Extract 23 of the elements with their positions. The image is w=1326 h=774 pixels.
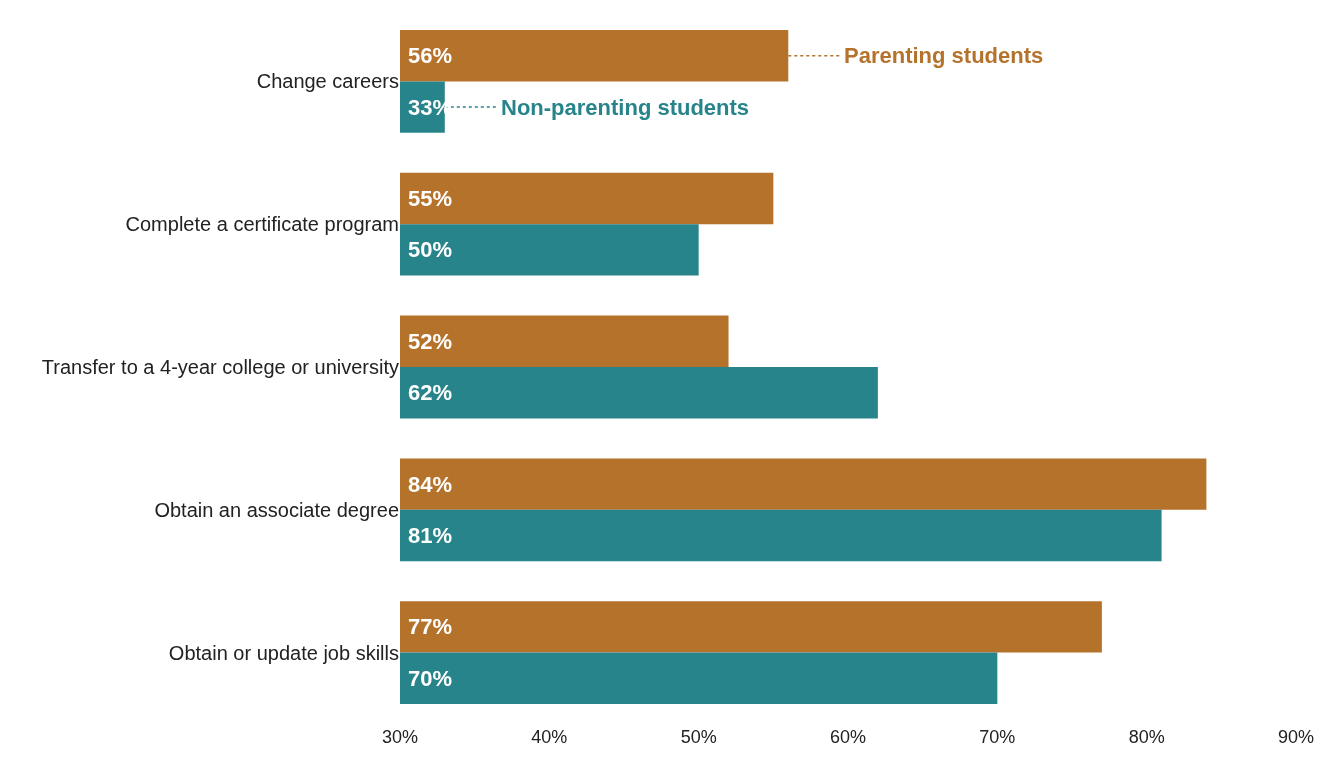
data-label: 77% <box>408 614 453 639</box>
data-label: 50% <box>408 237 453 262</box>
data-label: 52% <box>408 329 453 354</box>
data-label: 55% <box>408 186 453 211</box>
x-tick-label: 90% <box>1277 727 1315 747</box>
x-tick-label: 70% <box>979 727 1016 747</box>
legend-label: Parenting students <box>844 43 1044 68</box>
data-label: 84% <box>408 472 453 497</box>
y-tick-label: Complete a certificate program <box>125 213 399 236</box>
y-tick-label: Obtain an associate degree <box>154 498 399 521</box>
x-tick-label: 50% <box>680 727 717 747</box>
y-tick-label: Change careers <box>256 70 399 93</box>
data-label: 81% <box>408 523 453 548</box>
x-tick-label: 80% <box>1128 727 1165 747</box>
y-tick-label: Transfer to a 4-year college or university <box>41 356 399 378</box>
x-tick-label: 40% <box>531 727 568 747</box>
data-label: 62% <box>408 380 453 405</box>
x-tick-label: 60% <box>829 727 867 747</box>
y-tick-label: Obtain or update job skills <box>168 641 399 664</box>
data-label: 70% <box>408 666 453 691</box>
x-tick-label: 30% <box>381 727 419 747</box>
data-label: 56% <box>408 43 453 68</box>
legend-label: Non-parenting students <box>501 95 750 120</box>
